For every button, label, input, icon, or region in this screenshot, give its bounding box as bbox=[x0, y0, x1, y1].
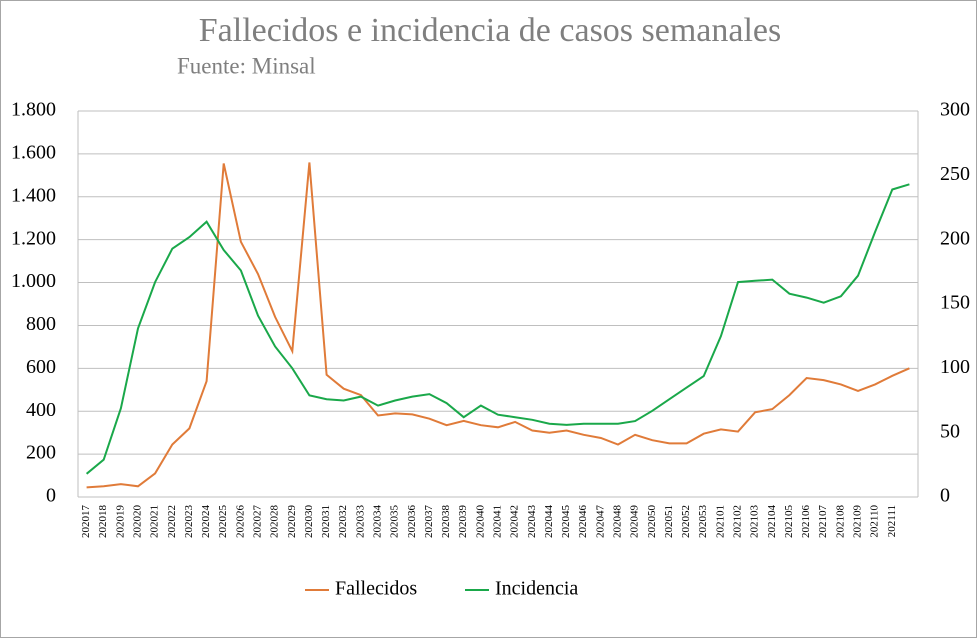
x-tick-label: 202017 bbox=[80, 505, 92, 539]
legend-label: Fallecidos bbox=[335, 578, 417, 600]
x-tick-label: 202031 bbox=[320, 505, 332, 538]
y2-tick-label: 250 bbox=[940, 163, 970, 185]
x-tick-label: 202024 bbox=[200, 505, 212, 539]
x-tick-label: 202042 bbox=[509, 505, 521, 538]
x-tick-label: 202108 bbox=[834, 505, 846, 539]
x-tick-label: 202039 bbox=[457, 505, 469, 539]
y-tick-label: 400 bbox=[26, 399, 56, 421]
x-tick-label: 202050 bbox=[646, 505, 658, 539]
y2-tick-label: 100 bbox=[940, 356, 970, 378]
x-tick-label: 202104 bbox=[766, 505, 778, 539]
x-tick-label: 202111 bbox=[886, 505, 898, 537]
y-tick-label: 200 bbox=[26, 442, 56, 464]
chart-title: Fallecidos e incidencia de casos semanal… bbox=[199, 12, 782, 49]
series-line bbox=[85, 183, 910, 475]
x-tick-label: 202051 bbox=[663, 505, 675, 538]
x-tick-label: 202046 bbox=[577, 505, 589, 539]
y2-tick-label: 200 bbox=[940, 227, 970, 249]
legend-label: Incidencia bbox=[495, 578, 578, 600]
x-tick-label: 202022 bbox=[166, 505, 178, 538]
x-tick-label: 202101 bbox=[714, 505, 726, 538]
x-tick-label: 202043 bbox=[526, 505, 538, 539]
y-tick-label: 0 bbox=[46, 485, 56, 507]
x-tick-label: 202044 bbox=[543, 505, 555, 539]
x-tick-label: 202040 bbox=[474, 505, 486, 539]
x-tick-label: 202032 bbox=[337, 505, 349, 538]
series-line bbox=[86, 162, 910, 489]
x-tick-label: 202038 bbox=[440, 505, 452, 539]
y-tick-label: 1.000 bbox=[11, 270, 56, 292]
x-tick-label: 202107 bbox=[817, 505, 829, 539]
x-tick-label: 202047 bbox=[594, 505, 606, 539]
x-tick-label: 202110 bbox=[869, 505, 881, 538]
x-tick-label: 202021 bbox=[149, 505, 161, 538]
x-tick-label: 202106 bbox=[800, 505, 812, 539]
y2-tick-label: 150 bbox=[940, 292, 970, 314]
x-tick-label: 202035 bbox=[389, 505, 401, 539]
x-tick-label: 202033 bbox=[354, 505, 366, 539]
x-tick-label: 202102 bbox=[732, 505, 744, 538]
x-tick-label: 202036 bbox=[406, 505, 418, 539]
x-tick-label: 202109 bbox=[852, 505, 864, 539]
x-tick-label: 202037 bbox=[423, 505, 435, 539]
x-tick-label: 202045 bbox=[560, 505, 572, 539]
x-tick-label: 202026 bbox=[234, 505, 246, 539]
x-tick-label: 202018 bbox=[97, 505, 109, 539]
x-tick-label: 202023 bbox=[183, 505, 195, 539]
x-tick-label: 202052 bbox=[680, 505, 692, 538]
x-tick-label: 202019 bbox=[114, 505, 126, 539]
x-tick-label: 202029 bbox=[286, 505, 298, 539]
y-tick-label: 800 bbox=[26, 313, 56, 335]
x-tick-label: 202020 bbox=[132, 505, 144, 539]
y2-tick-label: 50 bbox=[940, 420, 960, 442]
x-tick-label: 202103 bbox=[749, 505, 761, 539]
y-tick-label: 1.200 bbox=[11, 227, 56, 249]
chart-subtitle: Fuente: Minsal bbox=[177, 53, 316, 78]
y2-tick-label: 300 bbox=[940, 99, 970, 121]
x-tick-label: 202028 bbox=[269, 505, 281, 539]
x-tick-label: 202048 bbox=[612, 505, 624, 539]
x-tick-label: 202105 bbox=[783, 505, 795, 539]
x-tick-label: 202030 bbox=[303, 505, 315, 539]
x-tick-label: 202034 bbox=[372, 505, 384, 539]
y2-tick-label: 0 bbox=[940, 485, 950, 507]
y-tick-label: 1.400 bbox=[11, 184, 56, 206]
x-tick-label: 202053 bbox=[697, 505, 709, 539]
x-tick-label: 202025 bbox=[217, 505, 229, 539]
y-tick-label: 1.800 bbox=[11, 99, 56, 121]
y-tick-label: 600 bbox=[26, 356, 56, 378]
x-tick-label: 202041 bbox=[492, 505, 504, 538]
x-tick-label: 202027 bbox=[252, 505, 264, 539]
y-tick-label: 1.600 bbox=[11, 141, 56, 163]
x-tick-label: 202049 bbox=[629, 505, 641, 539]
